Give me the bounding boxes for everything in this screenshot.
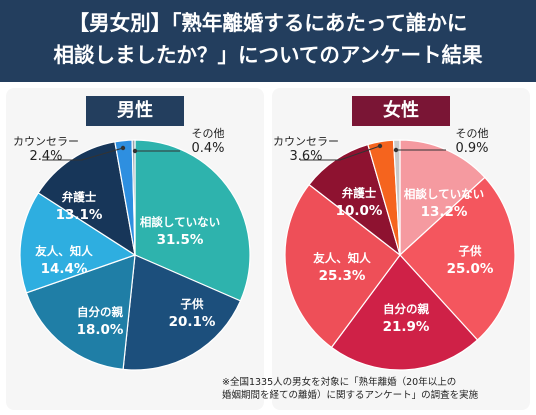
female-label-counselor: カウンセラー 3.6% <box>273 135 339 164</box>
male-leader-dot-counselor <box>120 145 126 151</box>
male-label-children: 子供 20.1% <box>169 297 216 330</box>
survey-footnote: ※全国1335人の男女を対象に「熟年離婚（20年以上の 婚姻期間を経ての離婚）に… <box>222 376 534 402</box>
title-line-1: 【男女別】「熟年離婚するにあたって誰かに <box>68 11 468 35</box>
female-chart-title: 女性 <box>352 96 450 126</box>
male-slice-lawyer <box>37 141 136 257</box>
male-slice-friends <box>19 192 137 294</box>
male-label-lawyer: 弁護士 13.1% <box>56 190 103 223</box>
title-line-2: 相談しましたか？」についてのアンケート結果 <box>53 43 483 67</box>
male-slice-children <box>122 254 242 371</box>
male-leader-dot-other <box>132 148 138 154</box>
female-label-lawyer: 弁護士 10.0% <box>336 186 383 219</box>
male-label-other: その他 0.4% <box>191 127 224 156</box>
female-slice-own-parents <box>330 254 479 371</box>
title-banner: 【男女別】「熟年離婚するにあたって誰かに 相談しましたか？」についてのアンケート… <box>0 0 536 82</box>
female-label-not-consulted: 相談していない 13.2% <box>404 187 484 220</box>
male-chart-title: 男性 <box>86 96 184 126</box>
male-label-not-consulted: 相談していない 31.5% <box>140 215 220 248</box>
female-label-friends: 友人、知人 25.3% <box>313 251 371 284</box>
female-slice-other <box>392 139 401 256</box>
female-label-children: 子供 25.0% <box>447 244 494 277</box>
footnote-line-1: ※全国1335人の男女を対象に「熟年離婚（20年以上の <box>222 377 457 388</box>
male-label-counselor: カウンセラー 2.4% <box>13 135 79 164</box>
male-label-friends: 友人、知人 14.4% <box>35 244 93 277</box>
female-slice-not-consulted <box>399 139 486 257</box>
male-slice-other <box>131 139 136 256</box>
female-slice-friends <box>284 183 401 349</box>
female-leader-dot-other <box>393 147 399 153</box>
female-leader-counselor <box>300 145 381 161</box>
female-slice-children <box>399 176 516 341</box>
footnote-line-2: 婚姻期間を経ての離婚）に関するアンケート」の調査を実施 <box>222 390 479 401</box>
male-label-own-parents: 自分の親 18.0% <box>77 305 124 338</box>
female-label-other: その他 0.9% <box>455 127 488 156</box>
female-label-own-parents: 自分の親 21.9% <box>383 302 430 335</box>
male-leader-counselor <box>42 147 124 161</box>
male-slice-not-consulted <box>134 139 251 302</box>
female-leader-dot-counselor <box>377 143 383 149</box>
